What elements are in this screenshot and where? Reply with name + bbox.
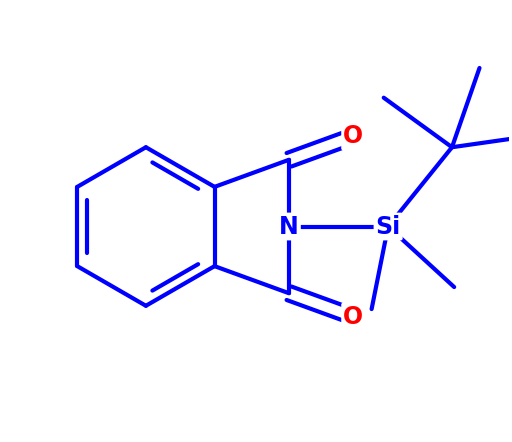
Text: Si: Si: [375, 214, 401, 239]
Text: N: N: [279, 214, 299, 239]
Text: O: O: [343, 305, 363, 328]
Text: O: O: [343, 124, 363, 149]
